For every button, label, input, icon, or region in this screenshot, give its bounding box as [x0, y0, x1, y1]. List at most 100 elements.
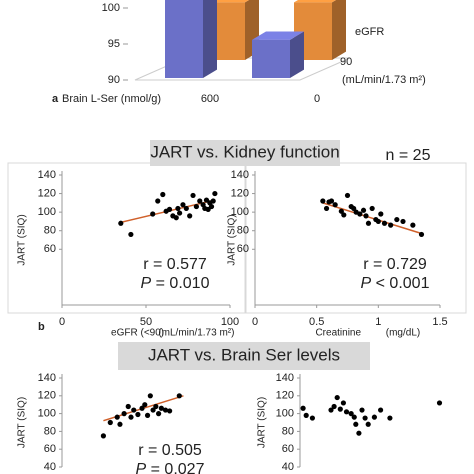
y-tick-label: 80	[44, 225, 56, 237]
point	[362, 415, 368, 421]
y-axis-label: JART (SIQ)	[17, 214, 28, 265]
y-tick-label: 80	[282, 425, 294, 437]
y-tick-label: 120	[231, 187, 249, 199]
bar-side	[332, 0, 346, 60]
point	[177, 210, 183, 216]
x-axis-label: eGFR (<90)	[111, 328, 164, 339]
x-tick-label: 1	[375, 316, 381, 328]
point	[190, 192, 196, 199]
annotation: P = 0.010	[141, 275, 210, 292]
y-tick-label: 40	[282, 461, 294, 473]
point	[388, 222, 394, 228]
point	[176, 393, 182, 399]
panel-label: a	[52, 93, 59, 105]
y-tick-label: 100	[38, 408, 56, 420]
panel-frame	[245, 162, 467, 314]
point	[131, 407, 137, 413]
x-axis-label: Brain L-Ser (nmol/g)	[62, 93, 161, 105]
y-tick-label: 100	[102, 2, 120, 14]
annotation-symbol: P	[141, 275, 152, 292]
y-tick-label: 90	[108, 74, 120, 86]
point	[167, 408, 173, 414]
point	[139, 405, 145, 411]
y-tick-label: 80	[237, 225, 249, 237]
point	[343, 409, 350, 415]
x-tick-label: 0	[59, 316, 65, 328]
point	[117, 421, 123, 427]
point	[363, 213, 369, 219]
point	[128, 231, 134, 238]
point	[375, 218, 381, 225]
point	[348, 411, 354, 417]
point	[359, 407, 365, 413]
annotation-text: < 0.001	[371, 275, 429, 292]
y-tick-label: 100	[276, 408, 294, 420]
point	[197, 198, 203, 204]
header-box	[118, 342, 370, 370]
point	[118, 220, 124, 226]
y-axis-label: JART (SIQ)	[17, 397, 28, 448]
point	[351, 414, 357, 420]
point	[128, 414, 134, 420]
y-tick-label: 100	[38, 206, 56, 218]
point	[337, 406, 343, 412]
point	[369, 205, 375, 212]
point	[121, 411, 127, 417]
point	[107, 419, 113, 426]
x-axis-unit: (mL/min/1.73 m²)	[158, 328, 234, 339]
point	[150, 407, 156, 413]
point	[400, 218, 406, 225]
trend-line	[322, 202, 422, 235]
bar-side	[290, 31, 304, 78]
y-tick-label: 120	[38, 390, 56, 402]
point	[371, 414, 377, 420]
y-tick-label: 40	[44, 461, 56, 473]
point	[340, 400, 346, 406]
point	[156, 411, 162, 417]
y-axis-label: JART (SIQ)	[257, 397, 268, 448]
point	[332, 202, 338, 208]
point	[144, 412, 151, 418]
point	[331, 403, 337, 410]
point	[365, 220, 372, 226]
point	[173, 215, 179, 221]
point	[162, 407, 169, 413]
bar-side	[203, 0, 217, 78]
section-header: JART vs. Kidney function	[150, 142, 339, 161]
annotation-text: = 0.027	[146, 461, 204, 474]
y-axis-label: JART (SIQ)	[227, 214, 238, 265]
point	[320, 198, 326, 204]
y-tick-label: 140	[38, 372, 56, 384]
bar	[252, 39, 290, 78]
point	[394, 216, 400, 223]
y-tick-label: 140	[231, 169, 249, 181]
x-tick-label: 0.5	[309, 316, 324, 328]
point	[410, 222, 416, 228]
annotation: r = 0.577	[143, 256, 207, 273]
depth-label: 90	[340, 56, 352, 68]
point	[300, 405, 306, 411]
annotation-symbol: P	[136, 461, 147, 474]
point	[338, 208, 344, 214]
point	[180, 202, 186, 208]
sample-size: n = 25	[386, 147, 431, 164]
y-tick-label: 60	[44, 443, 56, 455]
point	[436, 400, 443, 406]
point	[353, 421, 359, 427]
bar-group	[134, 0, 351, 81]
point	[381, 220, 388, 226]
point	[187, 213, 193, 219]
point	[212, 190, 218, 197]
point	[147, 393, 153, 399]
point	[365, 421, 371, 427]
point	[344, 192, 351, 199]
annotation: P < 0.001	[361, 275, 430, 292]
bar	[165, 0, 203, 79]
y-tick-label: 95	[108, 38, 120, 50]
point	[378, 407, 384, 413]
x-tick-label: 1.5	[432, 316, 447, 328]
y-tick-label: 120	[276, 390, 294, 402]
header-box	[150, 140, 340, 166]
point	[378, 211, 384, 217]
point	[166, 206, 173, 212]
